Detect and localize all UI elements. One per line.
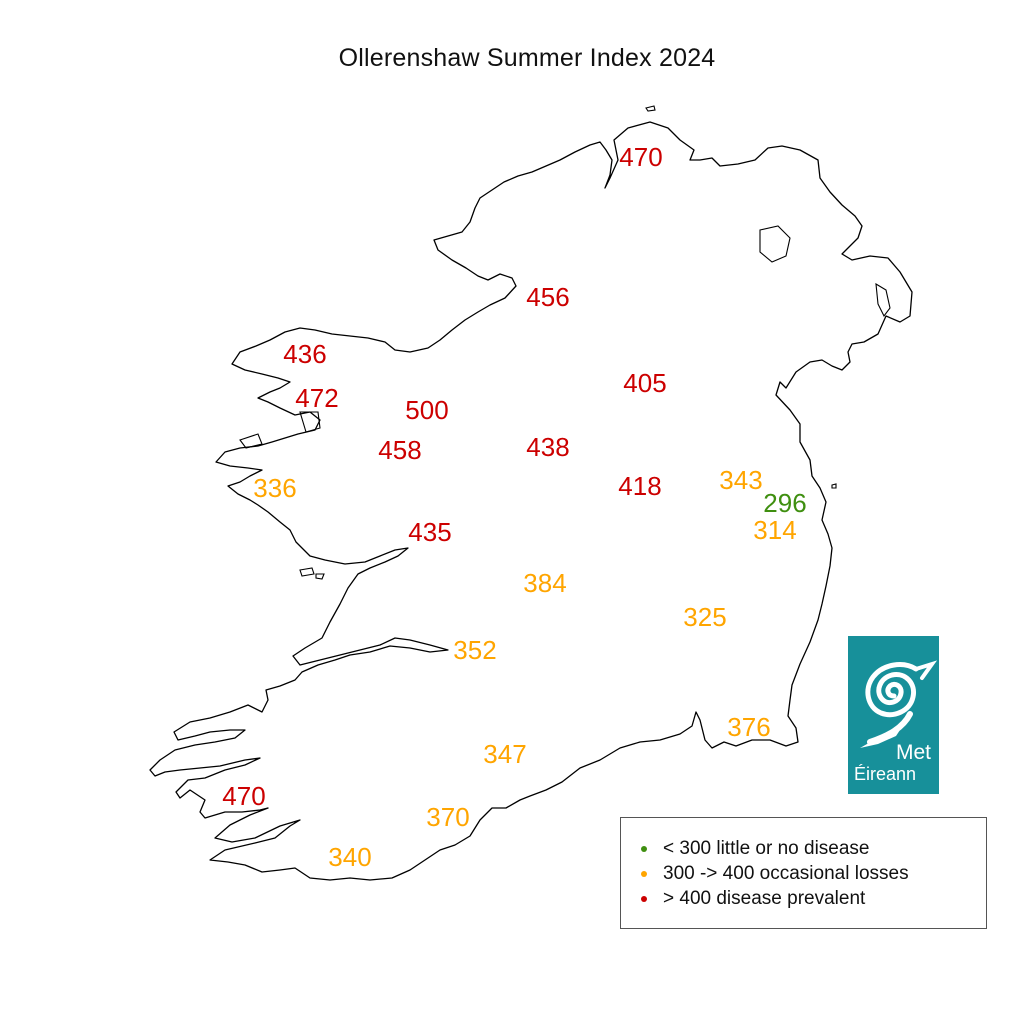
station-label: 352 — [453, 635, 497, 665]
station-label: 472 — [295, 383, 339, 413]
station-label: 340 — [328, 842, 372, 872]
legend-label: < 300 little or no disease — [663, 838, 870, 859]
station-label: 370 — [426, 802, 470, 832]
legend-dot-green-icon — [641, 846, 647, 852]
legend-item-green: < 300 little or no disease — [621, 838, 986, 860]
station-label: 500 — [405, 395, 449, 425]
legend: < 300 little or no disease 300 -> 400 oc… — [620, 817, 987, 929]
rathlin-island-outline — [645, 105, 656, 112]
station-label: 336 — [253, 473, 297, 503]
logo-text-met: Met — [895, 741, 931, 764]
station-label: 470 — [619, 142, 663, 172]
station-label: 296 — [763, 488, 807, 518]
station-label: 325 — [683, 602, 727, 632]
legend-item-red: > 400 disease prevalent — [621, 888, 986, 910]
station-label: 376 — [727, 712, 771, 742]
map-title: Ollerenshaw Summer Index 2024 — [338, 44, 716, 72]
station-label: 405 — [623, 368, 667, 398]
station-label: 347 — [483, 739, 527, 769]
lough-neagh-outline — [759, 225, 791, 263]
lambay-island-outline — [831, 483, 837, 489]
clew-bay-islands — [299, 411, 321, 433]
legend-item-orange: 300 -> 400 occasional losses — [621, 863, 986, 885]
station-label: 436 — [283, 339, 327, 369]
station-label: 343 — [719, 465, 763, 495]
legend-dot-orange-icon — [641, 871, 647, 877]
station-label: 418 — [618, 471, 662, 501]
station-label: 438 — [526, 432, 570, 462]
station-label: 384 — [523, 568, 567, 598]
spiral-logo-icon — [860, 660, 938, 748]
legend-label: 300 -> 400 occasional losses — [663, 863, 909, 884]
ireland-coastline — [149, 121, 913, 881]
legend-dot-red-icon — [641, 896, 647, 902]
station-label: 458 — [378, 435, 422, 465]
station-label: 470 — [222, 781, 266, 811]
strangford-lough-outline — [875, 282, 891, 318]
station-label: 314 — [753, 515, 797, 545]
legend-label: > 400 disease prevalent — [663, 888, 866, 909]
achill-island-outline — [239, 433, 263, 449]
aran-islands-outline — [299, 567, 325, 580]
station-label: 456 — [526, 282, 570, 312]
met-eireann-logo: Met Éireann — [848, 636, 939, 794]
station-label: 435 — [408, 517, 452, 547]
logo-text-eireann: Éireann — [854, 764, 917, 784]
